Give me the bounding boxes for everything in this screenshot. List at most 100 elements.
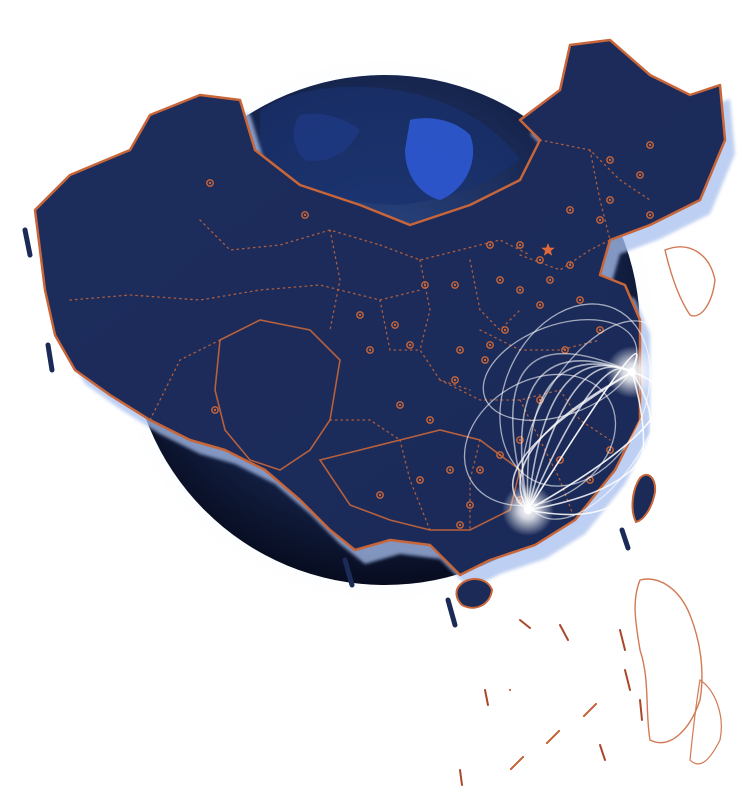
taiwan-island xyxy=(631,473,657,524)
route-ellipse xyxy=(482,318,638,422)
city-dot-icon xyxy=(406,341,414,349)
city-dot-center xyxy=(468,503,472,507)
city-dot-center xyxy=(393,323,397,327)
city-dot-icon xyxy=(516,241,524,249)
city-dot-icon xyxy=(536,256,544,264)
province-border-2 xyxy=(329,229,341,331)
city-dot-center xyxy=(608,158,612,162)
city-dot-center xyxy=(598,218,602,222)
city-dot-center xyxy=(608,198,612,202)
city-dot-icon xyxy=(376,491,384,499)
city-dot-center xyxy=(588,478,592,482)
city-dot-center xyxy=(483,358,487,362)
hub-core xyxy=(524,506,532,514)
city-dot-icon xyxy=(576,296,584,304)
city-dot-icon xyxy=(466,501,474,509)
city-dot-center xyxy=(423,283,427,287)
city-dot-center xyxy=(503,328,507,332)
city-dot-center xyxy=(303,213,307,217)
city-dot-icon xyxy=(206,179,214,187)
province-border-1 xyxy=(199,219,381,251)
ocean-highlight xyxy=(405,118,474,200)
city-dot-center xyxy=(478,468,482,472)
city-dot-icon xyxy=(556,456,564,464)
city-dot-icon xyxy=(606,446,614,454)
city-dot-center xyxy=(418,478,422,482)
city-dot-center xyxy=(548,278,552,282)
city-dot-icon xyxy=(516,286,524,294)
city-dot-icon xyxy=(421,281,429,289)
city-dot-center xyxy=(538,258,542,262)
city-dot-center xyxy=(453,378,457,382)
province-border-6 xyxy=(379,299,421,351)
route-ellipse xyxy=(499,303,651,487)
city-dot-icon xyxy=(501,326,509,334)
islet-dot xyxy=(508,688,512,692)
city-dot-center xyxy=(378,493,382,497)
city-dot-center xyxy=(638,173,642,177)
city-dot-icon xyxy=(416,476,424,484)
city-dot-center xyxy=(358,313,362,317)
city-dot-icon xyxy=(596,216,604,224)
edge-shard xyxy=(22,227,33,258)
province-border-9 xyxy=(589,149,611,241)
province-border-8 xyxy=(539,139,651,201)
hub-layer xyxy=(502,346,658,536)
city-dot-center xyxy=(498,453,502,457)
city-dot-center xyxy=(598,328,602,332)
city-dot-center xyxy=(518,243,522,247)
city-dot-center xyxy=(213,408,217,412)
city-dot-center xyxy=(518,288,522,292)
city-dot-center xyxy=(488,243,492,247)
sea-boundary-dash xyxy=(559,624,569,641)
route-arc xyxy=(511,352,633,511)
sea-boundary-dash xyxy=(519,619,531,629)
province-border-4 xyxy=(419,259,471,391)
sea-boundary-dash xyxy=(599,744,606,761)
city-dot-center xyxy=(518,438,522,442)
edge-shard xyxy=(619,527,631,551)
province-borders xyxy=(69,139,651,531)
province-border-17 xyxy=(149,339,221,421)
sea-boundary-dash xyxy=(619,629,626,651)
capital-star-shape xyxy=(541,243,555,256)
city-dot-icon xyxy=(481,356,489,364)
route-arc xyxy=(527,371,653,511)
city-dot-icon xyxy=(566,261,574,269)
south-sea-islands xyxy=(459,619,643,786)
city-dot-icon xyxy=(636,171,644,179)
route-arc xyxy=(527,371,645,516)
city-dot-center xyxy=(648,213,652,217)
city-dot-icon xyxy=(536,301,544,309)
sea-boundary-dash xyxy=(639,699,643,721)
city-dot-center xyxy=(498,278,502,282)
city-dot-icon xyxy=(546,276,554,284)
province-border-12 xyxy=(399,439,431,531)
province-border-10 xyxy=(479,329,601,351)
city-dot-center xyxy=(488,343,492,347)
city-dot-icon xyxy=(426,416,434,424)
city-dot-center xyxy=(648,143,652,147)
city-dot-icon xyxy=(516,436,524,444)
city-dot-icon xyxy=(486,241,494,249)
city-dot-icon xyxy=(496,451,504,459)
city-dot-center xyxy=(538,303,542,307)
city-dot-center xyxy=(368,348,372,352)
city-dot-icon xyxy=(301,211,309,219)
province-border-11 xyxy=(439,379,561,401)
city-dot-center xyxy=(563,348,567,352)
city-dot-center xyxy=(398,403,402,407)
korea-outline xyxy=(664,246,716,317)
province-border-3 xyxy=(379,239,531,261)
city-dot-icon xyxy=(486,341,494,349)
china-landmass xyxy=(33,38,727,577)
city-dot-icon xyxy=(211,406,219,414)
sea-boundary-dash xyxy=(484,689,489,706)
city-dot-center xyxy=(578,298,582,302)
city-dot-icon xyxy=(646,211,654,219)
province-border-7 xyxy=(519,239,611,271)
city-dot-icon xyxy=(456,346,464,354)
islet-dot xyxy=(594,702,598,706)
islet-dot xyxy=(521,755,525,759)
